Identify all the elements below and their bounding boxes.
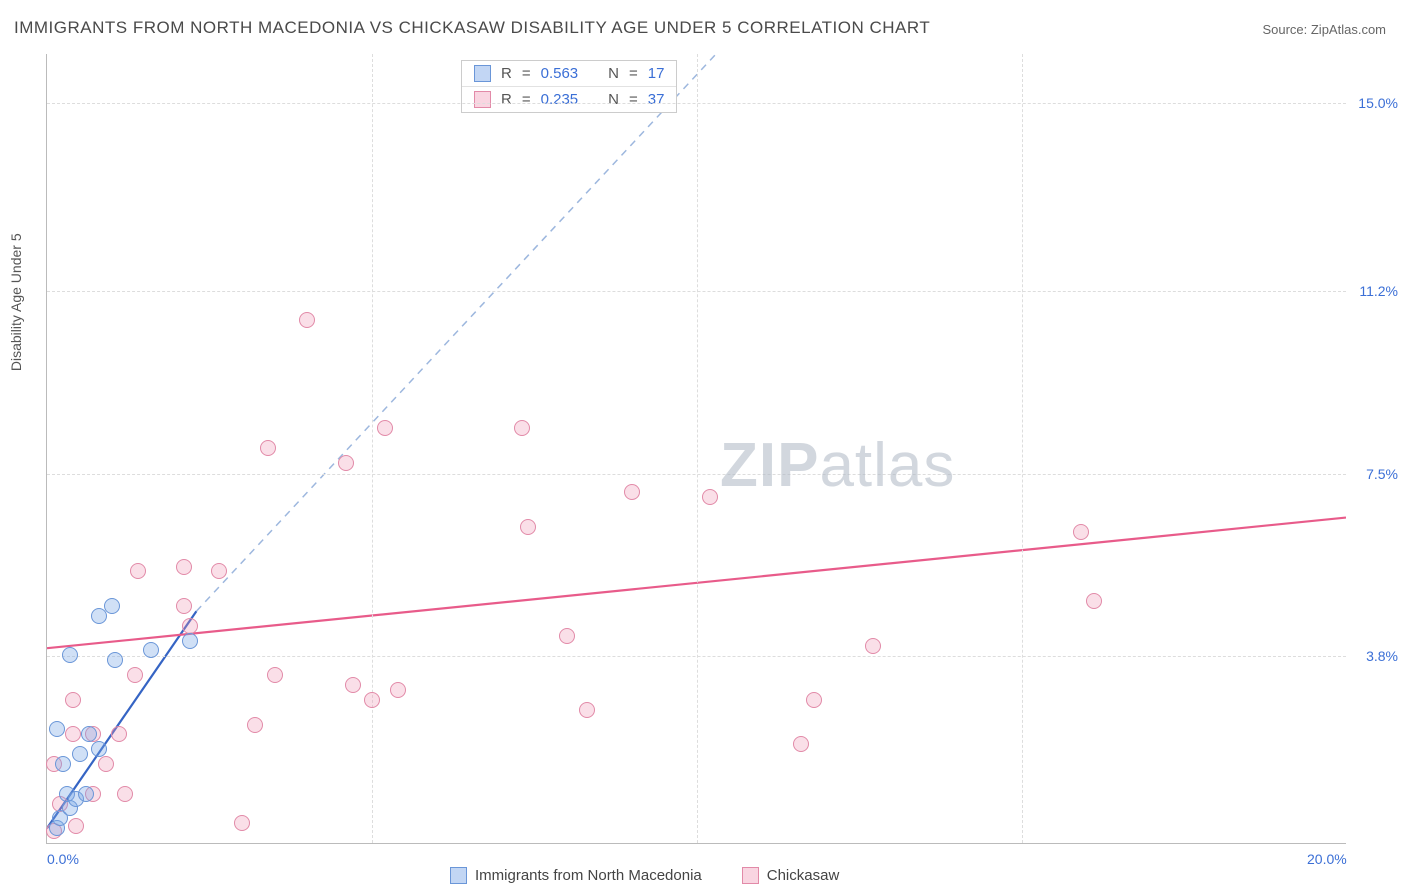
scatter-point — [520, 519, 536, 535]
scatter-point — [65, 726, 81, 742]
scatter-point — [49, 721, 65, 737]
r-label: R — [501, 65, 512, 82]
scatter-point — [865, 638, 881, 654]
scatter-point — [72, 746, 88, 762]
scatter-point — [247, 717, 263, 733]
scatter-point — [299, 312, 315, 328]
scatter-point — [338, 455, 354, 471]
scatter-point — [364, 692, 380, 708]
y-axis-title: Disability Age Under 5 — [8, 233, 24, 371]
r-value-b: 0.235 — [541, 91, 579, 108]
eq-sign: = — [522, 91, 531, 108]
plot-area: R = 0.563 N = 17 R = 0.235 N = 37 3.8%7.… — [46, 54, 1346, 844]
scatter-point — [514, 420, 530, 436]
stats-box: R = 0.563 N = 17 R = 0.235 N = 37 — [461, 60, 677, 113]
scatter-point — [98, 756, 114, 772]
legend-label-b: Chickasaw — [767, 867, 840, 884]
scatter-point — [793, 736, 809, 752]
n-label: N — [608, 91, 619, 108]
scatter-point — [81, 726, 97, 742]
scatter-point — [62, 647, 78, 663]
y-tick-label: 15.0% — [1358, 95, 1398, 111]
n-label: N — [608, 65, 619, 82]
scatter-point — [182, 633, 198, 649]
y-tick-label: 11.2% — [1359, 283, 1398, 299]
swatch-b-icon — [474, 91, 491, 108]
scatter-point — [559, 628, 575, 644]
scatter-point — [345, 677, 361, 693]
scatter-point — [377, 420, 393, 436]
gridline-v — [1022, 54, 1023, 843]
legend-bottom: Immigrants from North Macedonia Chickasa… — [450, 867, 839, 884]
x-tick-label: 0.0% — [47, 851, 79, 867]
swatch-b-icon — [742, 867, 759, 884]
scatter-point — [130, 563, 146, 579]
scatter-point — [143, 642, 159, 658]
scatter-point — [806, 692, 822, 708]
scatter-point — [702, 489, 718, 505]
scatter-point — [260, 440, 276, 456]
gridline-v — [697, 54, 698, 843]
scatter-point — [127, 667, 143, 683]
scatter-point — [91, 741, 107, 757]
scatter-point — [1073, 524, 1089, 540]
r-label: R — [501, 91, 512, 108]
scatter-point — [211, 563, 227, 579]
scatter-point — [78, 786, 94, 802]
scatter-point — [182, 618, 198, 634]
scatter-point — [65, 692, 81, 708]
swatch-a-icon — [474, 65, 491, 82]
scatter-point — [1086, 593, 1102, 609]
scatter-point — [234, 815, 250, 831]
scatter-point — [104, 598, 120, 614]
legend-item-a: Immigrants from North Macedonia — [450, 867, 702, 884]
scatter-point — [55, 756, 71, 772]
scatter-point — [68, 818, 84, 834]
scatter-point — [117, 786, 133, 802]
gridline-v — [372, 54, 373, 843]
scatter-point — [107, 652, 123, 668]
x-tick-label: 20.0% — [1307, 851, 1347, 867]
eq-sign: = — [629, 65, 638, 82]
scatter-point — [267, 667, 283, 683]
scatter-point — [176, 598, 192, 614]
eq-sign: = — [522, 65, 531, 82]
y-tick-label: 3.8% — [1366, 648, 1398, 664]
scatter-point — [390, 682, 406, 698]
swatch-a-icon — [450, 867, 467, 884]
n-value-a: 17 — [648, 65, 665, 82]
scatter-point — [176, 559, 192, 575]
stats-row-b: R = 0.235 N = 37 — [462, 87, 676, 112]
scatter-point — [111, 726, 127, 742]
eq-sign: = — [629, 91, 638, 108]
legend-item-b: Chickasaw — [742, 867, 840, 884]
scatter-point — [624, 484, 640, 500]
y-tick-label: 7.5% — [1366, 466, 1398, 482]
chart-title: IMMIGRANTS FROM NORTH MACEDONIA VS CHICK… — [14, 18, 930, 38]
source-label: Source: ZipAtlas.com — [1262, 22, 1386, 37]
legend-label-a: Immigrants from North Macedonia — [475, 867, 702, 884]
r-value-a: 0.563 — [541, 65, 579, 82]
scatter-point — [579, 702, 595, 718]
n-value-b: 37 — [648, 91, 665, 108]
stats-row-a: R = 0.563 N = 17 — [462, 61, 676, 87]
